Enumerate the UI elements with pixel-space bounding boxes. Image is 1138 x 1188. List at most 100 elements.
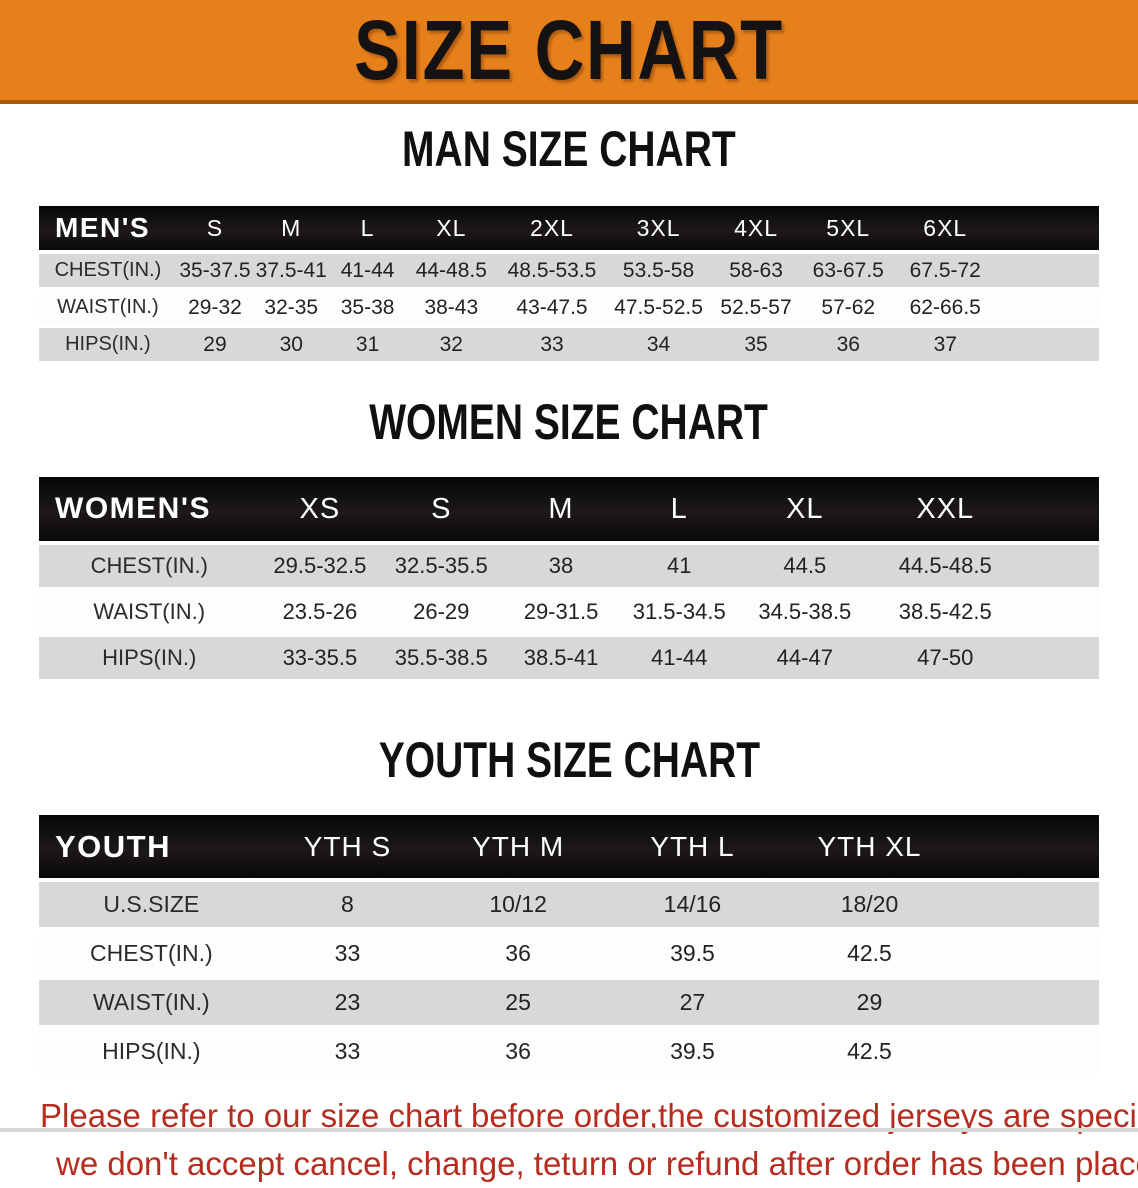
row-spacer bbox=[959, 980, 1099, 1025]
men-size-col: 4XL bbox=[709, 206, 803, 250]
size-value: 36 bbox=[431, 1029, 606, 1074]
men-header-spacer bbox=[996, 206, 1099, 250]
size-value: 38 bbox=[502, 545, 620, 587]
row-spacer bbox=[1019, 545, 1099, 587]
row-label: CHEST(IN.) bbox=[39, 545, 260, 587]
women-header-spacer bbox=[1019, 477, 1099, 541]
row-label: HIPS(IN.) bbox=[39, 328, 177, 361]
note-line-2: we don't accept cancel, change, teturn o… bbox=[56, 1144, 1138, 1182]
size-value: 35 bbox=[709, 328, 803, 361]
youth-section-title: YOUTH SIZE CHART bbox=[378, 732, 760, 788]
size-value: 38.5-42.5 bbox=[871, 591, 1020, 633]
size-value: 29-32 bbox=[176, 291, 254, 324]
women-size-col: XS bbox=[259, 477, 381, 541]
size-value: 27 bbox=[605, 980, 780, 1025]
youth-section-heading: YOUTH SIZE CHART bbox=[0, 735, 1138, 795]
size-value: 41-44 bbox=[619, 637, 739, 679]
youth-header-spacer bbox=[959, 815, 1099, 878]
size-value: 10/12 bbox=[431, 882, 606, 927]
size-value: 58-63 bbox=[709, 254, 803, 287]
size-value: 35.5-38.5 bbox=[380, 637, 503, 679]
men-size-col: 2XL bbox=[496, 206, 608, 250]
size-value: 62-66.5 bbox=[894, 291, 997, 324]
size-value: 33-35.5 bbox=[259, 637, 381, 679]
table-row: CHEST(IN.) 35-37.5 37.5-41 41-44 44-48.5… bbox=[39, 254, 1099, 287]
table-row: HIPS(IN.) 33 36 39.5 42.5 bbox=[39, 1029, 1099, 1074]
women-size-col: M bbox=[502, 477, 620, 541]
size-value: 52.5-57 bbox=[709, 291, 803, 324]
table-row: WAIST(IN.) 23.5-26 26-29 29-31.5 31.5-34… bbox=[39, 591, 1099, 633]
men-size-col: L bbox=[329, 206, 406, 250]
table-row: HIPS(IN.) 29 30 31 32 33 34 35 36 37 bbox=[39, 328, 1099, 361]
size-value: 42.5 bbox=[779, 1029, 960, 1074]
size-value: 43-47.5 bbox=[496, 291, 608, 324]
size-value: 36 bbox=[431, 931, 606, 976]
order-note: Please refer to our size chart before or… bbox=[0, 1092, 1138, 1188]
table-row: CHEST(IN.) 33 36 39.5 42.5 bbox=[39, 931, 1099, 976]
table-row: WAIST(IN.) 23 25 27 29 bbox=[39, 980, 1099, 1025]
row-label: WAIST(IN.) bbox=[39, 291, 177, 324]
size-value: 47-50 bbox=[871, 637, 1020, 679]
men-size-col: S bbox=[176, 206, 254, 250]
row-spacer bbox=[959, 882, 1099, 927]
size-value: 29-31.5 bbox=[502, 591, 620, 633]
size-value: 44-48.5 bbox=[405, 254, 497, 287]
size-value: 42.5 bbox=[779, 931, 960, 976]
size-value: 18/20 bbox=[779, 882, 960, 927]
youth-size-col: YTH S bbox=[263, 815, 432, 878]
size-value: 34 bbox=[607, 328, 710, 361]
youth-size-table: YOUTH YTH S YTH M YTH L YTH XL U.S.SIZE … bbox=[39, 811, 1099, 1078]
size-value: 38-43 bbox=[405, 291, 497, 324]
size-value: 41 bbox=[619, 545, 739, 587]
size-value: 67.5-72 bbox=[894, 254, 997, 287]
women-corner-label: WOMEN'S bbox=[39, 477, 260, 541]
row-spacer bbox=[996, 291, 1099, 324]
size-value: 53.5-58 bbox=[607, 254, 710, 287]
row-label: WAIST(IN.) bbox=[39, 980, 264, 1025]
row-label: U.S.SIZE bbox=[39, 882, 264, 927]
size-value: 35-38 bbox=[329, 291, 406, 324]
row-label: HIPS(IN.) bbox=[39, 637, 260, 679]
size-value: 39.5 bbox=[605, 931, 780, 976]
table-row: CHEST(IN.) 29.5-32.5 32.5-35.5 38 41 44.… bbox=[39, 545, 1099, 587]
size-value: 25 bbox=[431, 980, 606, 1025]
size-value: 57-62 bbox=[802, 291, 895, 324]
note-line-1: Please refer to our size chart before or… bbox=[40, 1097, 1138, 1134]
men-header-row: MEN'S S M L XL 2XL 3XL 4XL 5XL 6XL bbox=[39, 206, 1099, 250]
men-size-col: 3XL bbox=[607, 206, 710, 250]
row-spacer bbox=[1019, 637, 1099, 679]
women-size-col: XXL bbox=[871, 477, 1020, 541]
men-size-col: M bbox=[253, 206, 330, 250]
size-value: 35-37.5 bbox=[176, 254, 254, 287]
size-value: 48.5-53.5 bbox=[496, 254, 608, 287]
size-value: 8 bbox=[263, 882, 432, 927]
women-size-col: XL bbox=[738, 477, 872, 541]
size-value: 37.5-41 bbox=[253, 254, 330, 287]
row-spacer bbox=[959, 931, 1099, 976]
size-value: 37 bbox=[894, 328, 997, 361]
women-size-col: L bbox=[619, 477, 739, 541]
size-chart-banner: SIZE CHART bbox=[0, 0, 1138, 104]
size-value: 31.5-34.5 bbox=[619, 591, 739, 633]
men-section-title: MAN SIZE CHART bbox=[402, 121, 736, 177]
table-row: WAIST(IN.) 29-32 32-35 35-38 38-43 43-47… bbox=[39, 291, 1099, 324]
row-spacer bbox=[996, 254, 1099, 287]
size-value: 44-47 bbox=[738, 637, 872, 679]
size-value: 30 bbox=[253, 328, 330, 361]
men-size-col: 6XL bbox=[894, 206, 997, 250]
size-value: 32.5-35.5 bbox=[380, 545, 503, 587]
women-header-row: WOMEN'S XS S M L XL XXL bbox=[39, 477, 1099, 541]
size-value: 32 bbox=[405, 328, 497, 361]
youth-size-col: YTH XL bbox=[779, 815, 960, 878]
row-label: WAIST(IN.) bbox=[39, 591, 260, 633]
youth-size-col: YTH M bbox=[431, 815, 606, 878]
women-section-heading: WOMEN SIZE CHART bbox=[0, 397, 1138, 457]
men-size-table: MEN'S S M L XL 2XL 3XL 4XL 5XL 6XL CHEST… bbox=[39, 202, 1099, 365]
size-value: 23 bbox=[263, 980, 432, 1025]
size-value: 47.5-52.5 bbox=[607, 291, 710, 324]
row-label: HIPS(IN.) bbox=[39, 1029, 264, 1074]
size-value: 29 bbox=[779, 980, 960, 1025]
row-spacer bbox=[996, 328, 1099, 361]
size-value: 14/16 bbox=[605, 882, 780, 927]
table-row: U.S.SIZE 8 10/12 14/16 18/20 bbox=[39, 882, 1099, 927]
